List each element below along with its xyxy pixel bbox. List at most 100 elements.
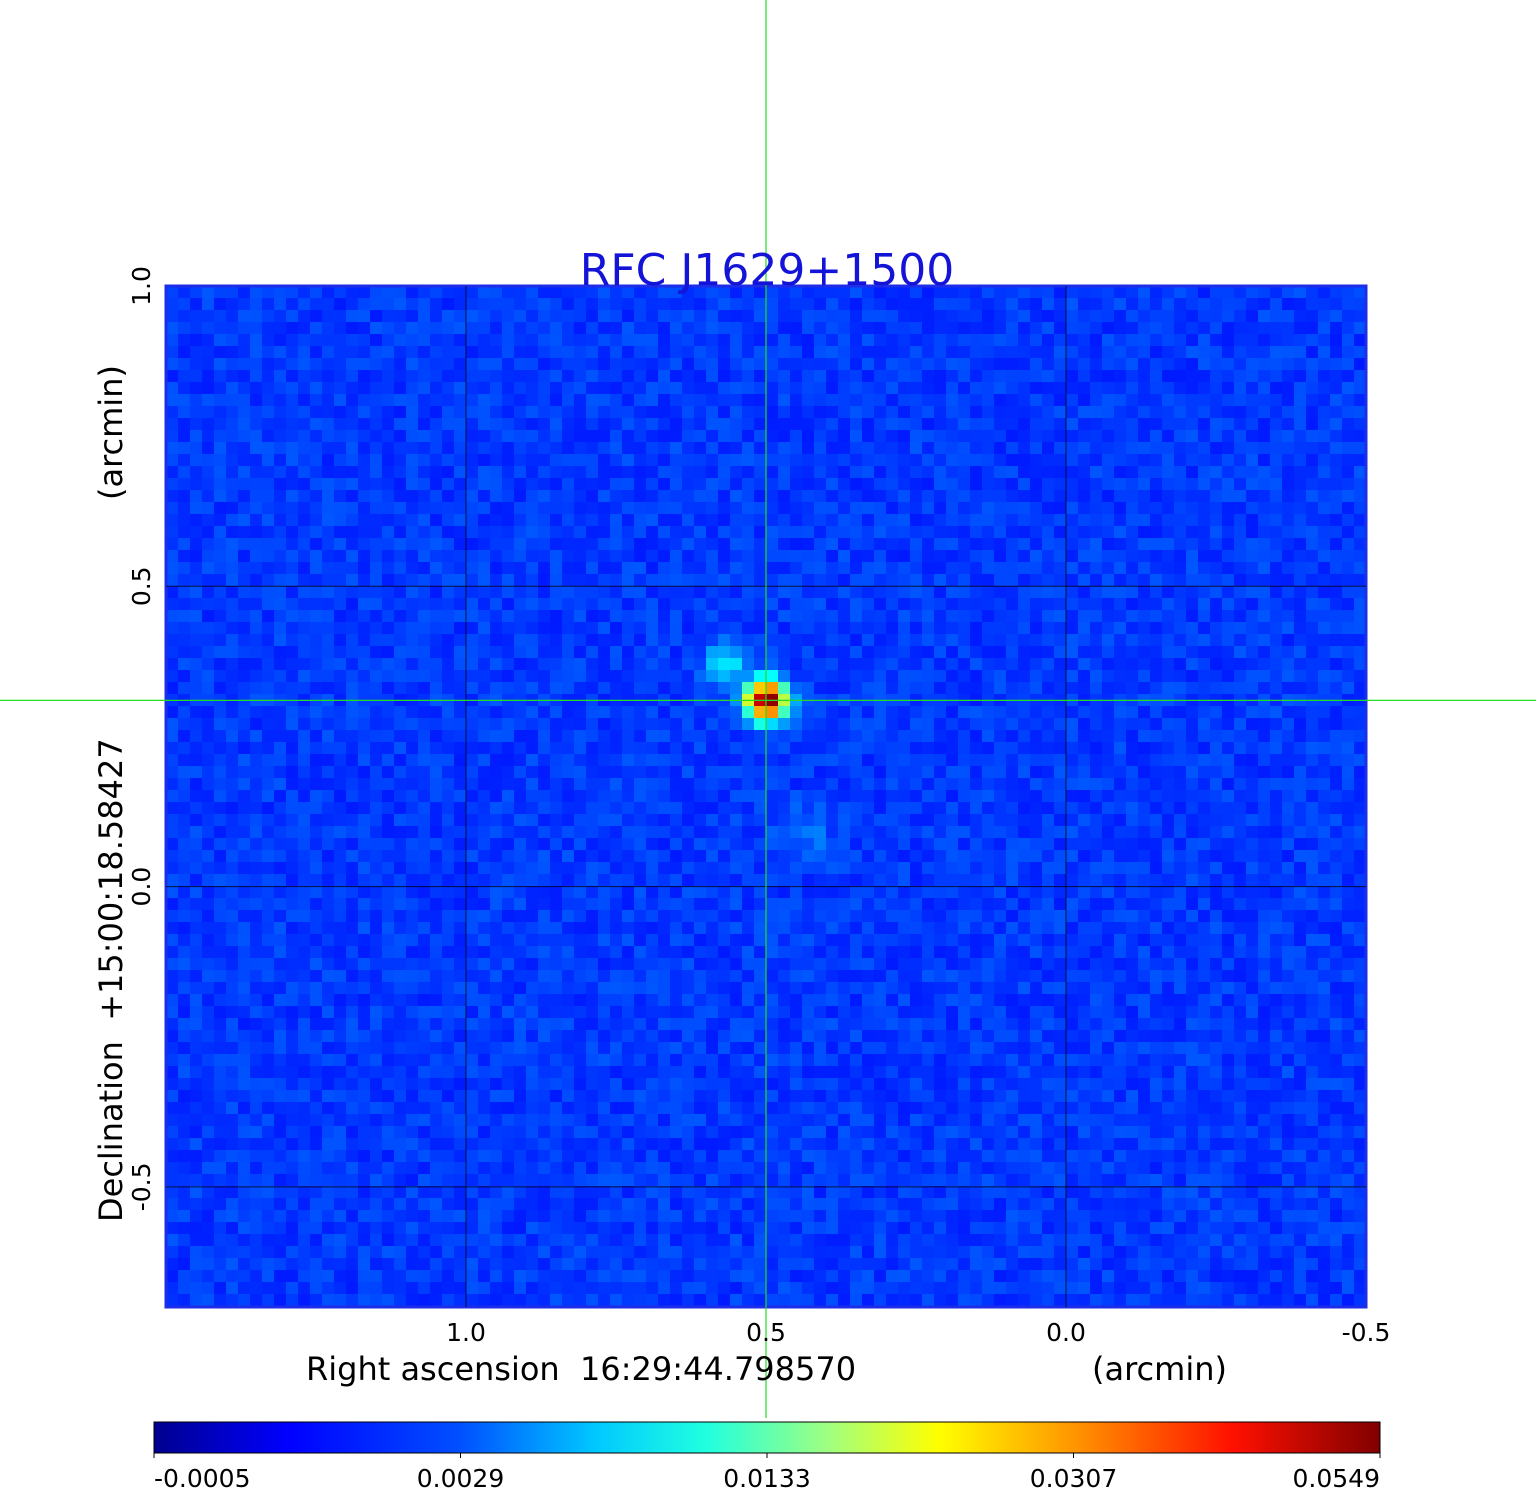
heatmap-cell [1138,490,1150,502]
heatmap-cell [610,802,622,814]
heatmap-cell [610,646,622,658]
heatmap-cell [1138,862,1150,874]
heatmap-cell [238,382,250,394]
heatmap-cell [970,718,982,730]
heatmap-cell [394,358,406,370]
heatmap-cell [1174,610,1186,622]
heatmap-cell [1066,514,1078,526]
heatmap-cell [430,442,442,454]
heatmap-cell [826,778,838,790]
heatmap-cell [946,574,958,586]
heatmap-cell [994,550,1006,562]
heatmap-cell [1066,850,1078,862]
heatmap-cell [178,862,190,874]
heatmap-cell [370,670,382,682]
heatmap-cell [562,850,574,862]
heatmap-cell [526,610,538,622]
heatmap-cell [334,574,346,586]
heatmap-cell [274,430,286,442]
heatmap-cell [1150,742,1162,754]
heatmap-cell [1354,526,1366,538]
heatmap-cell [1054,550,1066,562]
heatmap-cell [658,838,670,850]
heatmap-cell [322,874,334,886]
heatmap-cell [874,706,886,718]
heatmap-cell [1054,418,1066,430]
heatmap-cell [262,646,274,658]
heatmap-cell [622,310,634,322]
heatmap-cell [1138,586,1150,598]
heatmap-cell [934,322,946,334]
heatmap-cell [1354,394,1366,406]
heatmap-cell [886,706,898,718]
heatmap-cell [1174,382,1186,394]
heatmap-cell [1270,742,1282,754]
heatmap-cell [766,526,778,538]
heatmap-cell [1030,406,1042,418]
heatmap-cell [1042,418,1054,430]
heatmap-cell [658,790,670,802]
heatmap-cell [802,418,814,430]
heatmap-cell [298,382,310,394]
heatmap-cell [826,394,838,406]
heatmap-cell [1282,574,1294,586]
heatmap-cell [1078,862,1090,874]
heatmap-cell [1354,286,1366,298]
heatmap-cell [1018,814,1030,826]
heatmap-cell [898,370,910,382]
heatmap-cell [718,574,730,586]
heatmap-cell [1138,322,1150,334]
heatmap-cell [814,298,826,310]
heatmap-cell [814,514,826,526]
heatmap-cell [406,442,418,454]
heatmap-cell [382,634,394,646]
heatmap-cell [430,418,442,430]
heatmap-cell [826,850,838,862]
heatmap-cell [790,346,802,358]
heatmap-cell [766,814,778,826]
heatmap-cell [1054,454,1066,466]
heatmap-cell [994,742,1006,754]
heatmap-cell [514,466,526,478]
heatmap-cell [250,370,262,382]
heatmap-cell [1138,598,1150,610]
heatmap-cell [358,574,370,586]
heatmap-cell [538,322,550,334]
heatmap-cell [670,358,682,370]
heatmap-cell [850,418,862,430]
heatmap-cell [406,526,418,538]
heatmap-cell [1270,574,1282,586]
heatmap-cell [1246,382,1258,394]
heatmap-cell [1198,394,1210,406]
heatmap-cell [1054,742,1066,754]
heatmap-cell [862,526,874,538]
heatmap-cell [886,838,898,850]
heatmap-cell [1282,514,1294,526]
heatmap-cell [994,730,1006,742]
heatmap-cell [1090,286,1102,298]
heatmap-cell [1162,802,1174,814]
heatmap-cell [430,814,442,826]
heatmap-cell [1006,862,1018,874]
heatmap-cell [1330,874,1342,886]
heatmap-cell [1270,478,1282,490]
heatmap-cell [1318,406,1330,418]
heatmap-cell [538,826,550,838]
heatmap-cell [1330,778,1342,790]
heatmap-cell [250,310,262,322]
heatmap-cell [238,466,250,478]
heatmap-cell [1258,322,1270,334]
heatmap-cell [838,634,850,646]
heatmap-cell [394,562,406,574]
heatmap-cell [1078,442,1090,454]
heatmap-cell [1198,790,1210,802]
heatmap-cell [1282,670,1294,682]
heatmap-cell [730,730,742,742]
heatmap-cell [850,310,862,322]
heatmap-cell [1162,406,1174,418]
heatmap-cell [982,802,994,814]
heatmap-cell [646,478,658,490]
heatmap-cell [610,394,622,406]
heatmap-cell [730,298,742,310]
heatmap-cell [250,442,262,454]
